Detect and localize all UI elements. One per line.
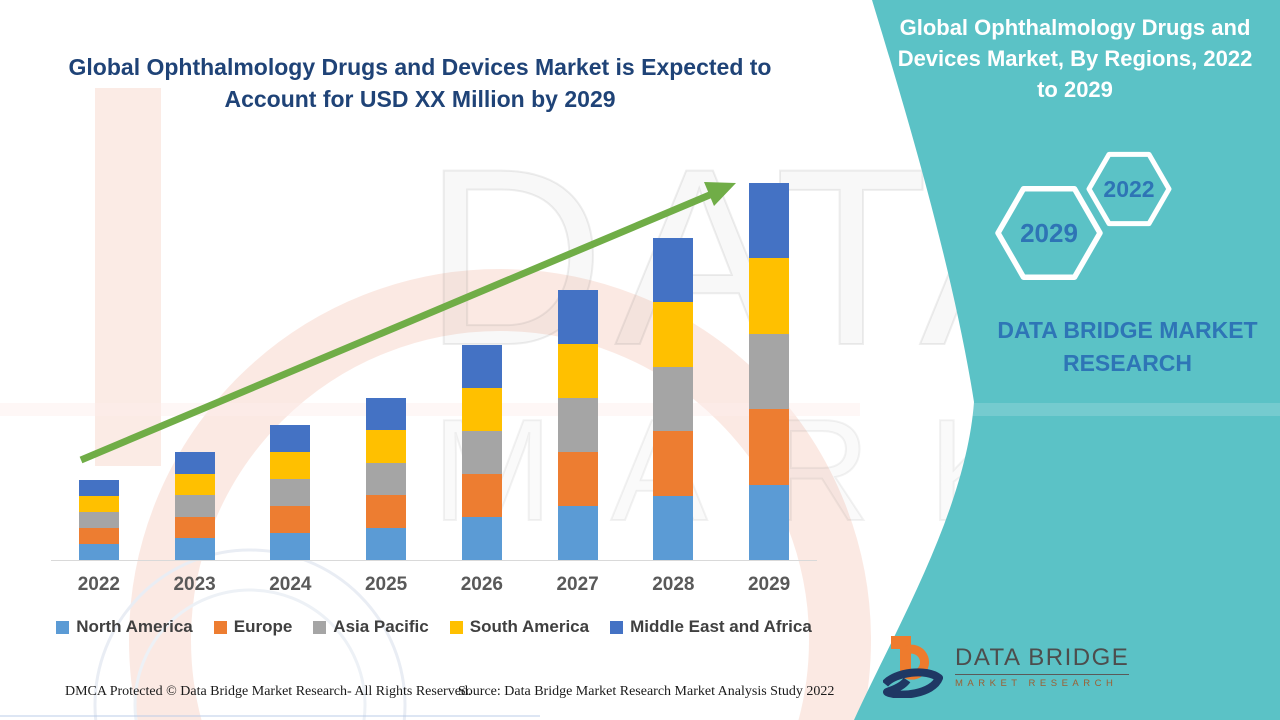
logo-b-hook	[891, 636, 900, 649]
chart-title: Global Ophthalmology Drugs and Devices M…	[68, 54, 772, 112]
hexagon-2029-label: 2029	[1020, 218, 1078, 248]
logo-line2: MARKET RESEARCH	[955, 677, 1118, 689]
hexagon-2029	[995, 186, 1103, 280]
hexagon-2022	[1086, 151, 1172, 227]
logo-line1: DATA BRIDGE	[955, 644, 1130, 675]
dbmr-logo-icon	[883, 636, 943, 698]
dbmr-logo: DATA BRIDGE MARKET RESEARCH	[883, 634, 1130, 698]
logo-text: DATA BRIDGE MARKET RESEARCH	[955, 644, 1130, 689]
segment-asia-pacific	[78, 512, 119, 528]
hexagon-2022-label: 2022	[1103, 176, 1154, 202]
logo-swoosh	[883, 668, 943, 698]
segment-europe	[78, 528, 119, 544]
segment-south-america	[78, 496, 119, 512]
segment-middle-east-and-africa	[78, 480, 119, 496]
teal-curved-shape	[854, 0, 1280, 720]
logo-b-stem	[900, 636, 911, 672]
right-panel-title: Global Ophthalmology Drugs and Devices M…	[897, 15, 1253, 102]
segment-middle-east-and-africa	[749, 183, 790, 259]
legend-swatch	[56, 620, 70, 634]
watermark-stripe-teal	[860, 403, 1280, 416]
brand-text: DATA BRIDGE MARKET RESEARCH	[997, 317, 1258, 376]
